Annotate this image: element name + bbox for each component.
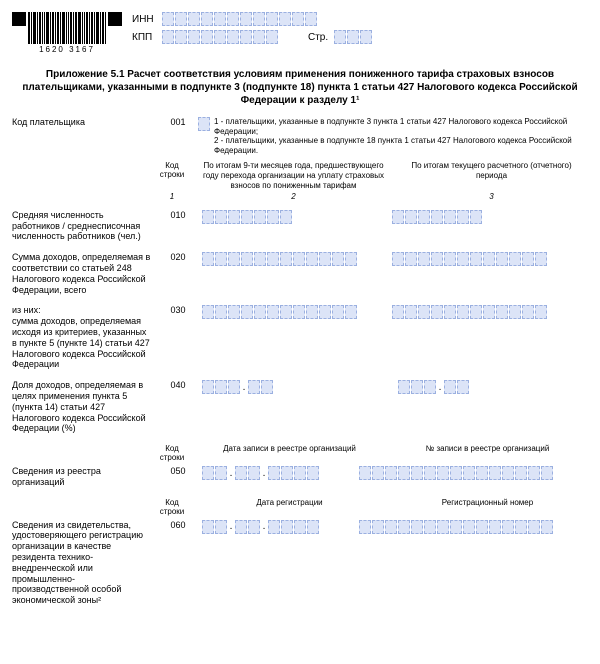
col-header-3: По итогам текущего расчетного (отчетного… bbox=[395, 161, 588, 190]
row-040-label: Доля доходов, определяемая в целях приме… bbox=[12, 380, 158, 434]
inn-label: ИНН bbox=[132, 14, 162, 25]
payer-code-input[interactable] bbox=[198, 117, 210, 131]
col-header-code: Код строки bbox=[152, 444, 192, 462]
line-code: 010 bbox=[158, 210, 198, 220]
barcode-number: 1620 3167 bbox=[39, 45, 95, 54]
row-050-date[interactable]: . . bbox=[202, 466, 319, 480]
svid-num-header: Регистрационный номер bbox=[387, 498, 588, 516]
row-020-col2[interactable] bbox=[202, 252, 357, 266]
row-050-label: Сведения из реестра организаций bbox=[12, 466, 158, 488]
page-title: Приложение 5.1 Расчет соответствия услов… bbox=[22, 68, 578, 107]
row-040-col2[interactable]: . bbox=[202, 380, 273, 394]
kpp-label: КПП bbox=[132, 32, 162, 43]
line-code: 060 bbox=[158, 520, 198, 530]
line-code: 001 bbox=[158, 117, 198, 127]
inn-input[interactable] bbox=[162, 12, 317, 26]
row-030-col3[interactable] bbox=[392, 305, 547, 319]
row-060-label: Сведения из свидетельства, удостоверяюще… bbox=[12, 520, 158, 606]
row-020-label: Сумма доходов, определяемая в соответств… bbox=[12, 252, 158, 295]
row-050-num[interactable] bbox=[359, 466, 553, 480]
row-010-col3[interactable] bbox=[392, 210, 482, 224]
payer-code-note: 1 - плательщики, указанные в подпункте 3… bbox=[214, 117, 588, 155]
col-header-2: По итогам 9-ти месяцев года, предшествую… bbox=[192, 161, 395, 190]
row-060-date[interactable]: . . bbox=[202, 520, 319, 534]
header-block: 1620 3167 ИНН КПП Стр. bbox=[12, 12, 588, 54]
svid-date-header: Дата регистрации bbox=[192, 498, 387, 516]
barcode: 1620 3167 bbox=[12, 12, 122, 54]
row-010-label: Средняя численность работников / среднес… bbox=[12, 210, 158, 242]
col-header-code: Код строки bbox=[152, 161, 192, 190]
row-010-col2[interactable] bbox=[202, 210, 292, 224]
line-code: 030 bbox=[158, 305, 198, 315]
col-header-code: Код строки bbox=[152, 498, 192, 516]
page-input[interactable] bbox=[334, 30, 372, 44]
reestr-date-header: Дата записи в реестре организаций bbox=[192, 444, 387, 462]
reestr-num-header: № записи в реестре организаций bbox=[387, 444, 588, 462]
row-060-num[interactable] bbox=[359, 520, 553, 534]
line-code: 020 bbox=[158, 252, 198, 262]
payer-code-label: Код плательщика bbox=[12, 117, 158, 128]
row-030-col2[interactable] bbox=[202, 305, 357, 319]
line-code: 040 bbox=[158, 380, 198, 390]
row-030-label: из них: сумма доходов, определяемая исхо… bbox=[12, 305, 158, 370]
page-label: Стр. bbox=[308, 32, 328, 43]
line-code: 050 bbox=[158, 466, 198, 476]
row-040-col3[interactable]: . bbox=[398, 380, 469, 394]
row-020-col3[interactable] bbox=[392, 252, 547, 266]
kpp-input[interactable] bbox=[162, 30, 278, 44]
